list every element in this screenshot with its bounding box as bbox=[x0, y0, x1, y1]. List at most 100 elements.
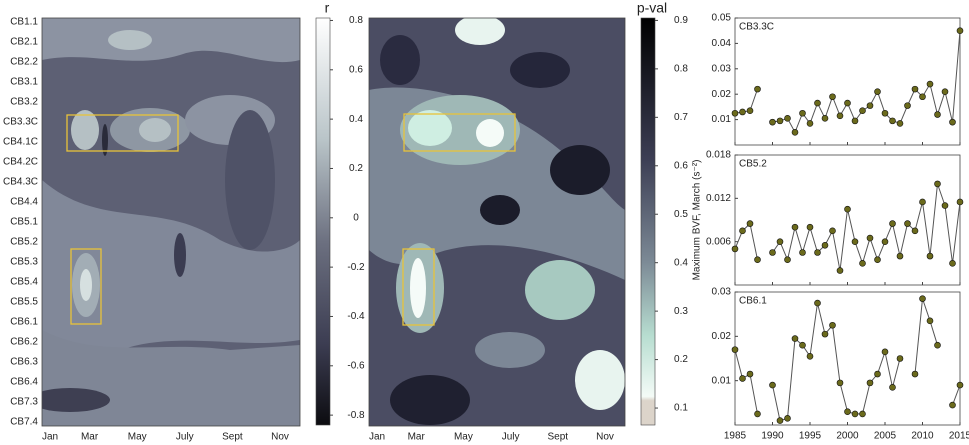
x-tick-label: 2010 bbox=[911, 431, 934, 442]
plot-frame bbox=[41, 17, 301, 427]
series-line bbox=[734, 349, 758, 415]
data-point bbox=[911, 370, 919, 378]
y-tick-label: 0.02 bbox=[712, 331, 732, 342]
colorbar-tick-label: 0.4 bbox=[349, 114, 363, 125]
y-tick-label: CB5.5 bbox=[10, 297, 38, 308]
y-tick-label: CB5.2 bbox=[10, 237, 38, 248]
data-point bbox=[926, 317, 934, 325]
y-tick-label: 0.018 bbox=[706, 150, 731, 161]
data-point bbox=[949, 401, 956, 409]
y-tick-label: CB5.3 bbox=[10, 257, 38, 268]
data-point bbox=[874, 370, 881, 378]
data-point bbox=[821, 241, 829, 249]
panel-title: CB3.3C bbox=[739, 22, 774, 33]
y-tick-label: CB3.3C bbox=[3, 117, 38, 128]
data-point bbox=[866, 379, 874, 387]
y-tick-label: CB4.2C bbox=[3, 157, 38, 168]
data-point bbox=[896, 355, 904, 362]
data-point bbox=[851, 410, 859, 418]
y-tick-label: 0.03 bbox=[712, 287, 732, 298]
data-point bbox=[821, 115, 829, 122]
colorbar-tick-label: 0.2 bbox=[674, 354, 688, 365]
y-tick-label: 0.02 bbox=[712, 89, 732, 100]
data-point bbox=[851, 117, 859, 125]
data-point bbox=[904, 102, 911, 109]
data-point bbox=[911, 85, 919, 93]
data-point bbox=[731, 346, 739, 353]
data-point bbox=[956, 198, 964, 206]
colorbar-tick-label: 0.9 bbox=[674, 15, 688, 26]
data-point bbox=[769, 118, 776, 126]
y-tick-label: 0.04 bbox=[712, 38, 732, 49]
y-tick-label: CB6.2 bbox=[10, 337, 38, 348]
data-point bbox=[859, 260, 866, 267]
colorbar-tick-label: 0.2 bbox=[349, 163, 363, 174]
colorbar-tick-label: 0 bbox=[353, 212, 359, 223]
data-point bbox=[889, 384, 896, 391]
data-point bbox=[881, 109, 889, 117]
data-point bbox=[956, 381, 964, 389]
data-point bbox=[836, 267, 844, 274]
series-line bbox=[914, 298, 938, 375]
x-tick-label: Jan bbox=[369, 432, 385, 443]
x-tick-label: 1995 bbox=[799, 431, 822, 442]
panel-title: CB6.1 bbox=[739, 296, 767, 307]
data-point bbox=[889, 220, 896, 227]
data-point bbox=[919, 295, 926, 302]
colorbar-tick-label: 0.8 bbox=[349, 15, 363, 26]
x-tick-label: May bbox=[454, 432, 473, 443]
colorbar bbox=[640, 17, 656, 426]
data-point bbox=[919, 198, 926, 206]
data-point bbox=[806, 352, 814, 360]
data-point bbox=[791, 129, 799, 136]
y-tick-label: CB7.4 bbox=[10, 417, 38, 428]
data-point bbox=[919, 93, 926, 101]
colorbar-label: r bbox=[325, 0, 330, 16]
data-point bbox=[844, 99, 851, 107]
colorbar-tick-label: -0.8 bbox=[347, 410, 365, 421]
y-tick-label: 0.012 bbox=[706, 193, 731, 204]
data-point bbox=[746, 107, 754, 115]
y-tick-label: 0.03 bbox=[712, 63, 732, 74]
series-line bbox=[772, 302, 901, 422]
data-point bbox=[949, 260, 956, 267]
series-line bbox=[734, 222, 758, 260]
data-point bbox=[776, 238, 784, 245]
data-point bbox=[829, 227, 836, 235]
y-tick-label: CB5.1 bbox=[10, 217, 38, 228]
x-tick-label: 2005 bbox=[874, 431, 897, 442]
data-point bbox=[934, 111, 941, 118]
data-point bbox=[754, 256, 761, 264]
plot-frame bbox=[734, 291, 961, 426]
y-tick-label: 0.006 bbox=[706, 236, 731, 247]
data-point bbox=[776, 117, 784, 125]
data-point bbox=[799, 341, 806, 349]
data-point bbox=[926, 252, 934, 260]
colorbar-tick-label: 0.3 bbox=[674, 306, 688, 317]
y-tick-label: CB4.3C bbox=[3, 177, 38, 188]
data-point bbox=[806, 120, 814, 127]
y-tick-label: CB4.4 bbox=[10, 197, 38, 208]
plot-frame bbox=[734, 154, 961, 286]
data-point bbox=[896, 252, 904, 260]
data-point bbox=[799, 249, 806, 256]
x-tick-label: May bbox=[128, 432, 147, 443]
data-point bbox=[941, 202, 949, 209]
data-point bbox=[881, 238, 889, 245]
data-point bbox=[866, 102, 874, 109]
plot-frame bbox=[734, 17, 961, 146]
data-point bbox=[739, 108, 746, 116]
panel-title: CB5.2 bbox=[739, 159, 767, 170]
y-tick-label: CB6.4 bbox=[10, 377, 38, 388]
data-point bbox=[784, 415, 791, 422]
colorbar-tick-label: 0.5 bbox=[674, 209, 688, 220]
data-point bbox=[949, 118, 956, 126]
x-tick-label: Sept bbox=[222, 432, 243, 443]
data-point bbox=[776, 417, 784, 424]
y-tick-label: 0.01 bbox=[712, 375, 732, 386]
colorbar-tick-label: 0.8 bbox=[674, 64, 688, 75]
data-point bbox=[731, 109, 739, 117]
data-point bbox=[829, 93, 836, 101]
data-point bbox=[731, 245, 739, 253]
